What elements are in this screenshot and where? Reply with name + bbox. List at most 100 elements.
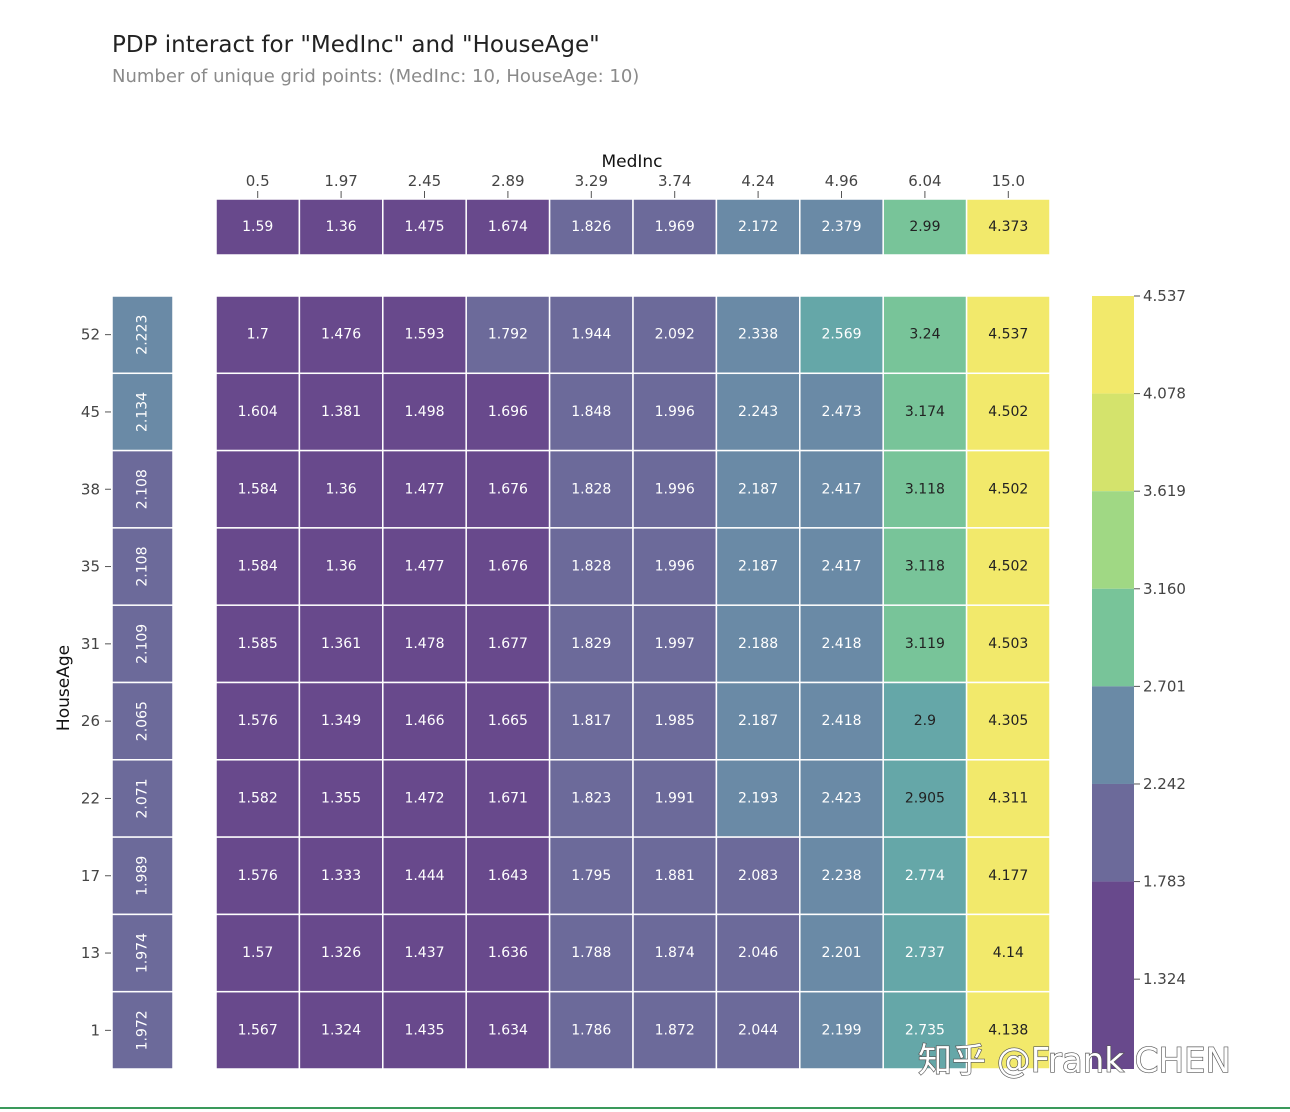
heatmap-cell-label: 1.498 <box>404 404 444 420</box>
heatmap-cell-label: 4.138 <box>988 1022 1028 1038</box>
top-marginal-cell-label: 2.99 <box>909 219 940 235</box>
heatmap-cell-label: 1.829 <box>571 636 611 652</box>
heatmap-cell <box>799 604 884 684</box>
heatmap-cell-label: 1.477 <box>404 559 444 575</box>
colorbar-tick-label: 4.537 <box>1143 287 1186 305</box>
heatmap-cell-label: 3.118 <box>905 559 945 575</box>
colorbar-tick-label: 3.619 <box>1143 482 1186 500</box>
left-marginal-cell-label: 2.071 <box>135 778 151 818</box>
x-tick-labels: 0.5 1.97 2.45 2.89 3.29 3.74 4.24 4.96 6.04 15.0 <box>246 172 1025 198</box>
heatmap-cell <box>298 449 384 529</box>
heatmap-cell <box>465 913 551 993</box>
heatmap-cell <box>215 527 301 606</box>
heatmap-cell <box>632 836 718 916</box>
left-marginal-cell-label: 1.974 <box>135 933 151 973</box>
top-marginal-cell-label: 2.172 <box>738 219 778 235</box>
heatmap-cell <box>215 604 301 684</box>
heatmap-cell-label: 1.478 <box>404 636 444 652</box>
heatmap-cell <box>215 759 301 838</box>
left-marginal-cell-label: 2.065 <box>135 701 151 741</box>
heatmap-cell-label: 2.187 <box>738 559 778 575</box>
heatmap-cell-label: 1.333 <box>321 868 361 884</box>
heatmap-cell <box>298 836 384 916</box>
colorbar-band <box>1092 686 1134 784</box>
chart-subtitle: Number of unique grid points: (MedInc: 1… <box>112 66 639 87</box>
left-marginal-cell <box>111 295 174 375</box>
heatmap-cell <box>799 990 884 1070</box>
x-tick-label: 4.96 <box>825 172 858 190</box>
x-axis-label: MedInc <box>601 152 662 172</box>
heatmap-cell-label: 1.7 <box>247 327 269 343</box>
heatmap-cell-label: 2.083 <box>738 868 778 884</box>
heatmap-cell <box>965 990 1051 1070</box>
heatmap-cell-label: 1.872 <box>655 1022 695 1038</box>
heatmap-cell <box>882 527 968 606</box>
heatmap-cell <box>632 681 718 761</box>
heatmap-cell-label: 1.36 <box>326 481 357 497</box>
heatmap-cell-label: 4.311 <box>988 790 1028 806</box>
heatmap-cell-label: 2.417 <box>821 481 861 497</box>
colorbar-band <box>1092 881 1134 1069</box>
y-tick-label: 13 <box>81 944 100 962</box>
heatmap-cell <box>215 372 301 452</box>
heatmap-cell-label: 2.9 <box>914 713 936 729</box>
heatmap-cell-label: 2.417 <box>821 559 861 575</box>
heatmap-cell-label: 2.243 <box>738 404 778 420</box>
top-marginal-cell-label: 1.475 <box>404 219 444 235</box>
y-tick-label: 31 <box>81 635 100 653</box>
left-marginal-cell-label: 1.989 <box>135 856 151 896</box>
left-marginal-cell <box>111 527 174 606</box>
left-marginal-cell-label: 1.972 <box>135 1010 151 1050</box>
left-marginal-cell-label: 2.108 <box>135 469 151 509</box>
heatmap-cell <box>465 604 551 684</box>
x-tick-label: 2.45 <box>408 172 441 190</box>
heatmap-cell-label: 1.381 <box>321 404 361 420</box>
heatmap-cell-label: 1.665 <box>488 713 528 729</box>
y-tick-label: 45 <box>81 403 100 421</box>
heatmap-cell-label: 1.996 <box>655 559 695 575</box>
heatmap-cell-label: 2.187 <box>738 481 778 497</box>
heatmap-cell-label: 1.582 <box>238 790 278 806</box>
top-marginal-cell-label: 4.373 <box>988 219 1028 235</box>
heatmap-cell <box>965 759 1051 838</box>
heatmap-cell <box>298 990 384 1070</box>
heatmap-cell <box>882 295 968 375</box>
colorbar: 4.537 4.078 3.619 3.160 2.701 2.242 1.783 1.324 <box>1092 287 1186 1069</box>
heatmap-cell <box>965 604 1051 684</box>
heatmap-cell-label: 3.174 <box>905 404 945 420</box>
left-marginal-cell-label: 2.134 <box>135 392 151 432</box>
colorbar-tick-label: 2.242 <box>1143 775 1186 793</box>
top-marginal-cell <box>548 198 634 256</box>
heatmap-cell-label: 4.14 <box>993 945 1024 961</box>
heatmap-cell-label: 1.326 <box>321 945 361 961</box>
heatmap-cell <box>715 604 801 684</box>
heatmap-cell-label: 1.444 <box>404 868 444 884</box>
heatmap-cell-label: 1.361 <box>321 636 361 652</box>
top-marginal-cell <box>965 198 1051 256</box>
heatmap-cell-label: 1.584 <box>238 559 278 575</box>
heatmap-cell-label: 1.795 <box>571 868 611 884</box>
heatmap-cell-label: 2.193 <box>738 790 778 806</box>
heatmap-cell-label: 1.576 <box>238 868 278 884</box>
bottom-rule <box>0 1107 1290 1109</box>
heatmap-cell-label: 1.991 <box>655 790 695 806</box>
heatmap-cell <box>548 295 634 375</box>
heatmap-cell-label: 1.786 <box>571 1022 611 1038</box>
heatmap-cell <box>215 681 301 761</box>
heatmap-cell <box>465 372 551 452</box>
heatmap-cell <box>632 527 718 606</box>
heatmap-cell <box>715 990 801 1070</box>
heatmap-cell <box>382 372 467 452</box>
heatmap-cell <box>882 681 968 761</box>
heatmap-cell-label: 1.997 <box>655 636 695 652</box>
x-tick-label: 0.5 <box>246 172 270 190</box>
heatmap-cell-label: 4.502 <box>988 404 1028 420</box>
heatmap-cell-label: 4.537 <box>988 327 1028 343</box>
heatmap-cell-label: 1.36 <box>326 559 357 575</box>
heatmap-cell <box>548 527 634 606</box>
heatmap-cell <box>382 836 467 916</box>
heatmap-cell-label: 3.24 <box>909 327 940 343</box>
y-tick-label: 17 <box>81 867 100 885</box>
left-marginal-cell <box>111 990 174 1070</box>
heatmap-cell-label: 2.423 <box>821 790 861 806</box>
